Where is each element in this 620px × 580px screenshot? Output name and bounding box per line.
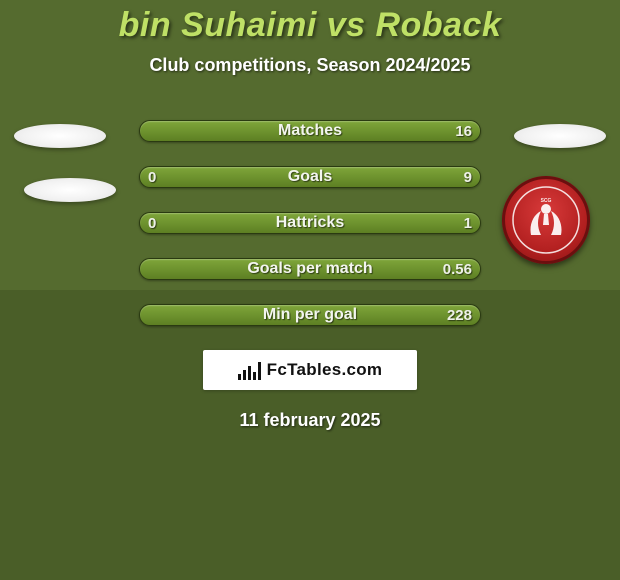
stat-right-value: 16 [455,121,472,141]
date-text: 11 february 2025 [0,410,620,431]
stat-right-value: 0.56 [443,259,472,279]
stat-label: Goals per match [247,260,372,278]
page-subtitle: Club competitions, Season 2024/2025 [0,55,620,76]
stat-right-value: 9 [464,167,472,187]
branding-text: FcTables.com [267,360,383,380]
stat-row-min-per-goal: Min per goal 228 [139,304,481,326]
stat-label: Goals [288,168,332,186]
stat-right-value: 228 [447,305,472,325]
branding-box: FcTables.com [203,350,417,390]
stats-rows: Matches 16 0 Goals 9 0 Hattricks 1 Goals… [0,120,620,326]
stat-left-value: 0 [148,167,156,187]
content-wrapper: bin Suhaimi vs Roback Club competitions,… [0,0,620,431]
stat-label: Hattricks [276,214,344,232]
branding-chart-icon [238,360,261,380]
stat-row-goals-per-match: Goals per match 0.56 [139,258,481,280]
stat-label: Matches [278,122,342,140]
stat-row-matches: Matches 16 [139,120,481,142]
stat-row-hattricks: 0 Hattricks 1 [139,212,481,234]
stat-row-goals: 0 Goals 9 [139,166,481,188]
stat-right-value: 1 [464,213,472,233]
page-title: bin Suhaimi vs Roback [0,6,620,45]
stat-left-value: 0 [148,213,156,233]
stat-label: Min per goal [263,306,357,324]
